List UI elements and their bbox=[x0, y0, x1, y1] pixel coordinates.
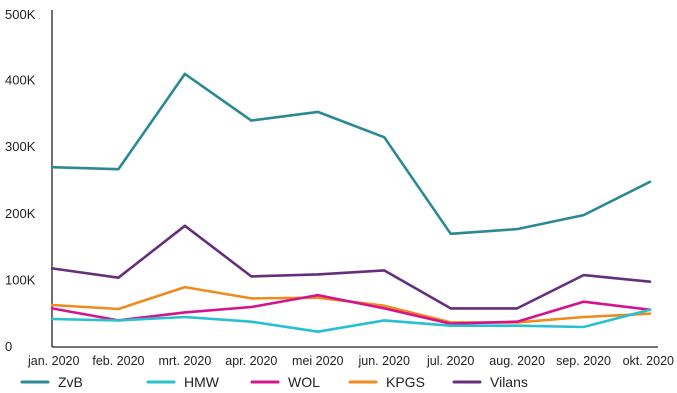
y-tick-label: 100K bbox=[5, 272, 36, 287]
legend-label-wol: WOL bbox=[288, 374, 320, 390]
y-tick-label: 300K bbox=[5, 139, 36, 154]
x-tick-label: apr. 2020 bbox=[225, 354, 277, 368]
y-axis: 0 100K 200K 300K 400K 500K bbox=[5, 7, 53, 354]
y-tick-label: 0 bbox=[5, 339, 12, 354]
plot-area bbox=[50, 72, 652, 334]
x-tick-label: jun. 2020 bbox=[358, 354, 410, 368]
legend-label-hmw: HMW bbox=[184, 374, 220, 390]
legend-label-vilans: Vilans bbox=[490, 374, 528, 390]
x-tick-label: mrt. 2020 bbox=[158, 354, 211, 368]
legend: ZvB HMW WOL KPGS Vilans bbox=[20, 374, 528, 390]
legend-label-zvb: ZvB bbox=[58, 374, 83, 390]
y-tick-label: 500K bbox=[5, 7, 36, 22]
x-axis: jan. 2020 feb. 2020 mrt. 2020 apr. 2020 mei … bbox=[27, 346, 674, 368]
series-line-zvb bbox=[50, 72, 652, 236]
series-line-vilans bbox=[50, 224, 652, 310]
legend-label-kpgs: KPGS bbox=[386, 374, 425, 390]
x-tick-label: okt. 2020 bbox=[623, 354, 674, 368]
x-tick-label: sep. 2020 bbox=[556, 354, 611, 368]
y-tick-label: 400K bbox=[5, 73, 36, 88]
y-tick-label: 200K bbox=[5, 206, 36, 221]
x-tick-label: feb. 2020 bbox=[92, 354, 144, 368]
series-line-hmw bbox=[50, 308, 652, 334]
x-tick-label: jul. 2020 bbox=[426, 354, 474, 368]
x-tick-label: aug. 2020 bbox=[489, 354, 545, 368]
x-tick-label: jan. 2020 bbox=[27, 354, 79, 368]
series-line-wol bbox=[50, 293, 652, 326]
x-tick-label: mei 2020 bbox=[292, 354, 343, 368]
